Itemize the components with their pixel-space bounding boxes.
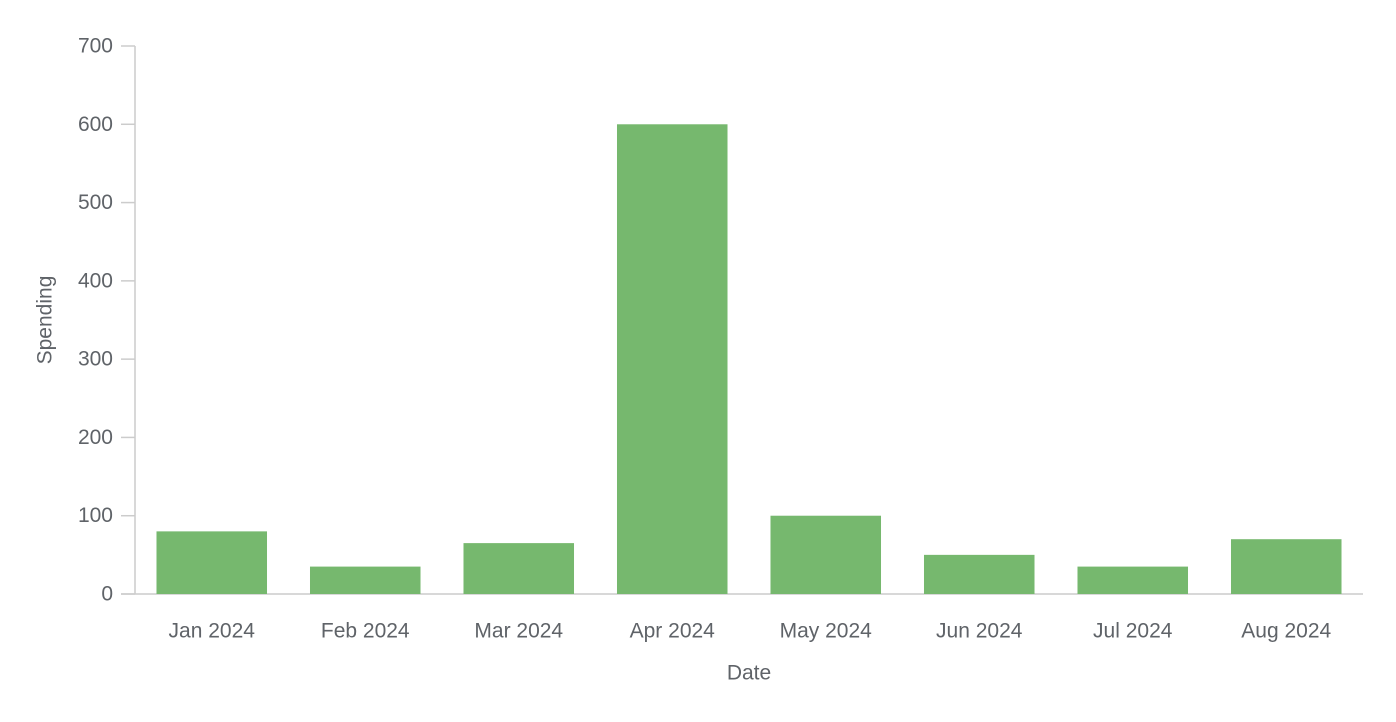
x-axis-ticks: Jan 2024 Feb 2024 Mar 2024 Apr 2024 May 2024…	[169, 620, 1332, 643]
x-tick-label: May 2024	[780, 620, 873, 643]
y-tick-label: 200	[78, 426, 113, 449]
y-tick-label: 600	[78, 113, 113, 136]
x-tick-label: Jul 2024	[1093, 620, 1173, 643]
y-tick-label: 0	[101, 583, 113, 606]
bar	[1230, 539, 1342, 594]
bar	[1077, 566, 1189, 594]
y-axis-ticks: 0 100 200 300 400 500 600 700	[78, 35, 135, 606]
x-tick-label: Jun 2024	[936, 620, 1023, 643]
bar	[463, 543, 575, 594]
y-tick-label: 100	[78, 504, 113, 527]
bar	[616, 124, 728, 595]
bar	[156, 531, 268, 594]
y-tick-label: 400	[78, 269, 113, 292]
x-axis-title: Date	[727, 662, 771, 685]
y-tick-label: 300	[78, 348, 113, 371]
bar	[923, 554, 1035, 594]
x-tick-label: Feb 2024	[321, 620, 410, 643]
y-tick-label: 500	[78, 191, 113, 214]
y-axis-title: Spending	[34, 276, 57, 365]
bar	[309, 566, 421, 594]
x-tick-label: Apr 2024	[630, 620, 716, 643]
bar	[770, 515, 882, 594]
bars	[156, 124, 1342, 595]
x-tick-label: Mar 2024	[474, 620, 563, 643]
x-tick-label: Aug 2024	[1241, 620, 1331, 643]
y-tick-label: 700	[78, 35, 113, 58]
x-tick-label: Jan 2024	[169, 620, 256, 643]
